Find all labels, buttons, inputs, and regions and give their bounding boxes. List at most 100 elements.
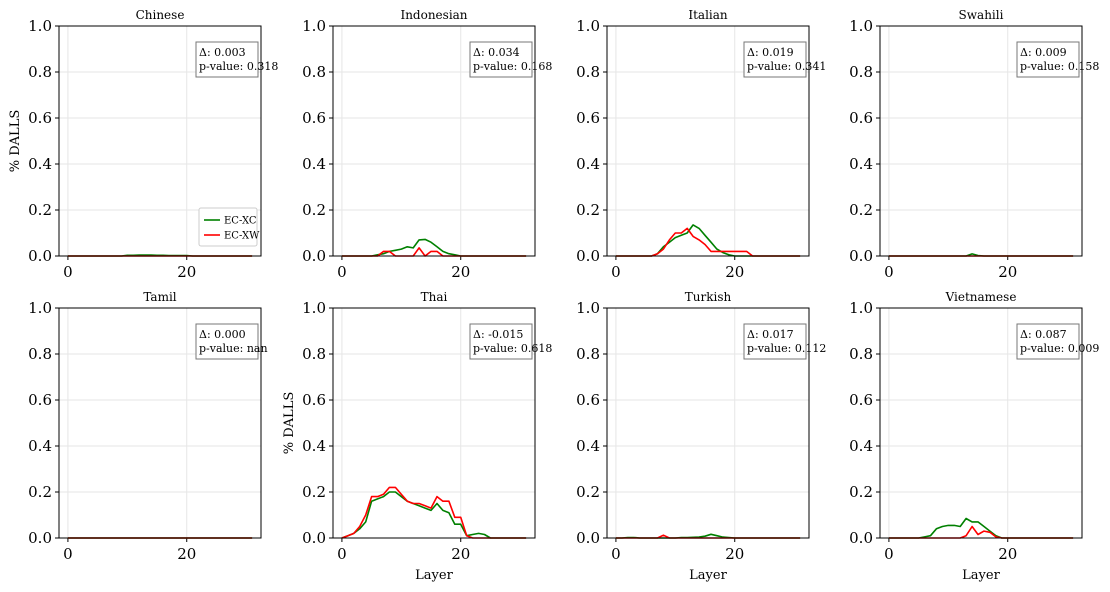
legend-box	[198, 207, 258, 247]
ytick-label: 0.4	[576, 437, 600, 455]
ytick-label: 1.0	[576, 17, 600, 35]
xtick-label: 0	[611, 263, 621, 281]
ytick-label: 0.8	[576, 345, 600, 363]
ytick-label: 0.8	[302, 63, 326, 81]
axes-frame	[606, 25, 810, 257]
ytick-label: 0.2	[28, 201, 52, 219]
xtick-label: 20	[451, 545, 470, 563]
xtick-label: 0	[884, 263, 894, 281]
xtick-label: 20	[725, 545, 744, 563]
axes-frame	[606, 307, 810, 539]
delta-label: Δ: 0.017	[747, 328, 794, 341]
panel-tamil: Tamil 0.0 0.2 0.4 0.6 0.8 1.0 0 20 Δ: 0.000p-valu…	[28, 290, 267, 563]
xtick-label: 20	[177, 263, 196, 281]
stats-box	[1016, 323, 1080, 360]
xtick-label: 20	[998, 263, 1017, 281]
ytick-label: 0.0	[28, 529, 52, 547]
panel-indonesian: Indonesian 0.0 0.2 0.4 0.6 0.8 1.0 0 20 Δ: 0.034p…	[302, 8, 552, 281]
series-line-ec-xc	[615, 224, 801, 257]
ytick-label: 0.6	[302, 391, 326, 409]
x-axis-label: Layer	[962, 568, 1000, 583]
ytick-label: 0.8	[28, 345, 52, 363]
axes-frame	[332, 25, 536, 257]
panel-title: Tamil	[143, 290, 176, 304]
series-line-ec-xc	[888, 517, 1074, 539]
ytick-label: 1.0	[302, 299, 326, 317]
pvalue-label: p-value: 0.318	[199, 60, 278, 73]
pvalue-label: p-value: 0.618	[473, 342, 552, 355]
panel-vietnamese: Vietnamese 0.0 0.2 0.4 0.6 0.8 1.0 0 20 Δ: 0.087p…	[849, 290, 1099, 583]
panel-swahili: Swahili 0.0 0.2 0.4 0.6 0.8 1.0 0 20 Δ: 0.009p-va…	[849, 8, 1099, 281]
panel-title: Italian	[688, 8, 728, 22]
ytick-label: 0.4	[849, 155, 873, 173]
series-line-ec-xw	[341, 247, 527, 257]
legend: EC-XC EC-XW	[198, 207, 260, 247]
series-line-ec-xc	[341, 491, 527, 539]
ytick-label: 1.0	[576, 299, 600, 317]
legend-label-ec-xw: EC-XW	[224, 231, 260, 242]
ytick-label: 0.2	[849, 483, 873, 501]
axes-frame	[879, 25, 1083, 257]
ytick-label: 0.0	[28, 247, 52, 265]
ytick-label: 0.8	[576, 63, 600, 81]
ytick-label: 0.6	[576, 109, 600, 127]
xtick-label: 0	[63, 545, 73, 563]
panel-title: Indonesian	[400, 8, 467, 22]
stats-box	[1016, 41, 1080, 78]
ytick-label: 1.0	[849, 299, 873, 317]
pvalue-label: p-value: 0.168	[473, 60, 552, 73]
ytick-label: 0.2	[576, 201, 600, 219]
panel-thai: Thai 0.0 0.2 0.4 0.6 0.8 1.0 0 20 Δ: -0.015p-valu…	[282, 290, 552, 583]
y-axis-label: % DALLS	[8, 110, 23, 172]
ytick-label: 0.4	[576, 155, 600, 173]
ytick-label: 0.6	[849, 109, 873, 127]
ytick-label: 0.2	[576, 483, 600, 501]
stats-box	[743, 323, 807, 360]
ytick-label: 1.0	[302, 17, 326, 35]
xtick-label: 20	[725, 263, 744, 281]
ytick-label: 0.4	[302, 437, 326, 455]
xtick-label: 20	[451, 263, 470, 281]
ytick-label: 0.2	[28, 483, 52, 501]
pvalue-label: p-value: nan	[199, 342, 268, 355]
ytick-label: 0.4	[849, 437, 873, 455]
delta-label: Δ: 0.000	[199, 328, 246, 341]
delta-label: Δ: 0.034	[473, 46, 520, 59]
ytick-label: 0.0	[302, 529, 326, 547]
panel-title: Chinese	[136, 8, 185, 22]
ytick-label: 0.8	[849, 63, 873, 81]
axes-frame	[332, 307, 536, 539]
pvalue-label: p-value: 0.158	[1020, 60, 1099, 73]
axes-frame	[58, 307, 262, 539]
ytick-label: 1.0	[28, 299, 52, 317]
panel-chinese: Chinese 0.0 0.2 0.4 0.6 0.8 1.0 0 20 Δ: 0.003p-va…	[8, 8, 278, 281]
delta-label: Δ: 0.003	[199, 46, 246, 59]
panel-title: Thai	[421, 290, 448, 304]
ytick-label: 0.2	[302, 483, 326, 501]
stats-box	[469, 41, 533, 78]
stats-box	[743, 41, 807, 78]
xtick-label: 20	[998, 545, 1017, 563]
ytick-label: 0.0	[302, 247, 326, 265]
delta-label: Δ: -0.015	[473, 328, 523, 341]
ytick-label: 0.4	[28, 155, 52, 173]
ytick-label: 0.8	[302, 345, 326, 363]
ytick-label: 0.2	[849, 201, 873, 219]
xtick-label: 0	[337, 263, 347, 281]
panel-italian: Italian 0.0 0.2 0.4 0.6 0.8 1.0 0 20 Δ: 0.019p-va…	[576, 8, 826, 281]
series-line-ec-xw	[615, 227, 801, 257]
panel-title: Vietnamese	[945, 290, 1017, 304]
x-axis-label: Layer	[415, 568, 453, 583]
ytick-label: 0.2	[302, 201, 326, 219]
ytick-label: 0.0	[849, 247, 873, 265]
panel-turkish: Turkish 0.0 0.2 0.4 0.6 0.8 1.0 0 20 Δ: 0.017p-va…	[576, 290, 826, 583]
panel-title: Turkish	[685, 290, 732, 304]
series-line-ec-xc	[341, 238, 527, 257]
ytick-label: 0.0	[576, 529, 600, 547]
xtick-label: 0	[611, 545, 621, 563]
legend-label-ec-xc: EC-XC	[224, 216, 257, 227]
xtick-label: 0	[63, 263, 73, 281]
delta-label: Δ: 0.087	[1020, 328, 1067, 341]
axes-frame	[58, 25, 262, 257]
